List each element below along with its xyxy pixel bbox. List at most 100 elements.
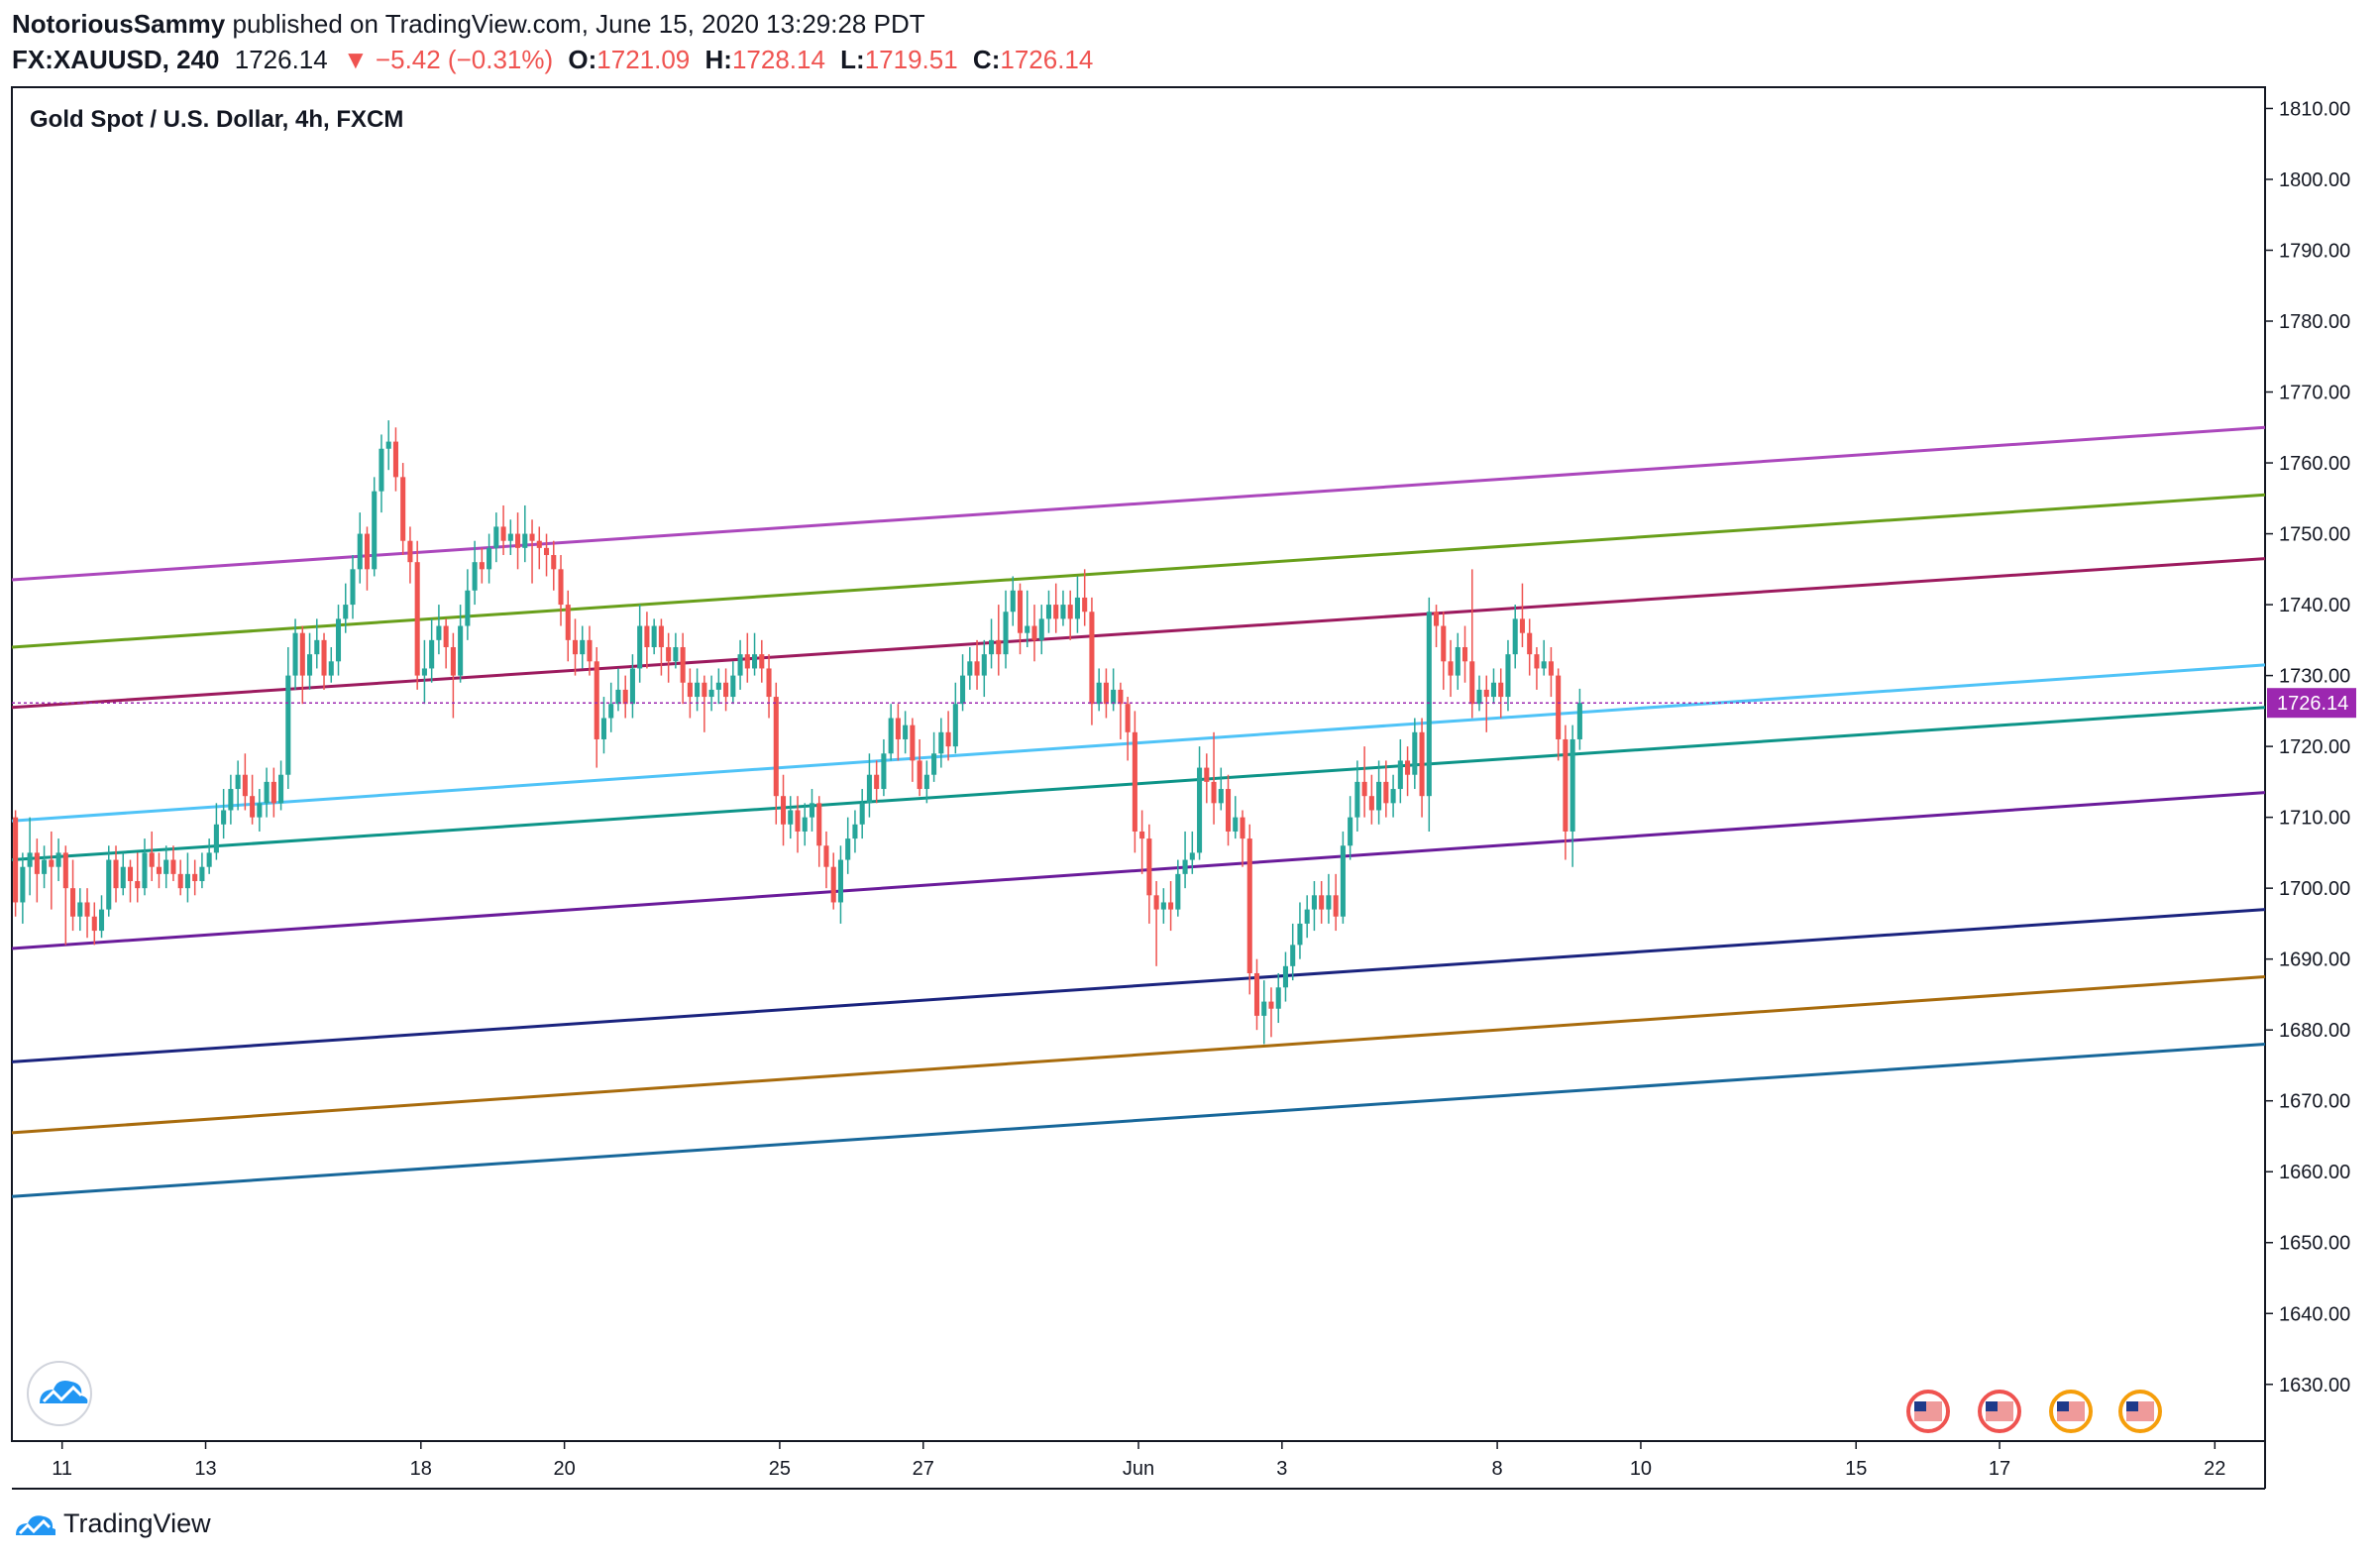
candle[interactable] [250, 774, 256, 825]
candle[interactable] [1383, 760, 1389, 818]
candle[interactable] [837, 845, 843, 924]
candle[interactable] [184, 852, 190, 903]
candle[interactable] [1261, 980, 1267, 1045]
candle[interactable] [852, 810, 858, 853]
candle[interactable] [192, 859, 198, 896]
candle[interactable] [874, 760, 880, 804]
candle[interactable] [307, 632, 313, 690]
candle[interactable] [98, 895, 105, 939]
candle[interactable] [1498, 668, 1504, 719]
candle[interactable] [795, 796, 801, 853]
time-axis[interactable]: 11 13 18 20 25 27 Jun 3 8 10 15 17 22 [52, 1441, 2225, 1480]
candle[interactable] [357, 512, 363, 584]
candle[interactable] [1282, 951, 1288, 1002]
candle[interactable] [436, 605, 442, 655]
candle[interactable] [479, 547, 485, 584]
candle[interactable] [644, 612, 650, 669]
candle[interactable] [149, 831, 155, 882]
candle[interactable] [1211, 731, 1217, 825]
candle[interactable] [1505, 639, 1511, 712]
candle[interactable] [1397, 738, 1403, 804]
candle[interactable] [651, 618, 657, 655]
candle[interactable] [708, 675, 714, 712]
candle[interactable] [622, 675, 628, 719]
candle[interactable] [759, 639, 765, 683]
candle[interactable] [981, 639, 987, 698]
candle[interactable] [1569, 725, 1575, 867]
candle[interactable] [1448, 639, 1454, 698]
candle[interactable] [170, 845, 176, 882]
candle[interactable] [967, 646, 973, 690]
candle[interactable] [350, 555, 356, 619]
candle[interactable] [1103, 668, 1109, 719]
candle[interactable] [974, 639, 980, 690]
channel-line-7[interactable] [11, 908, 2266, 1063]
tradingview-footer[interactable]: TradingView [12, 1508, 211, 1539]
candle[interactable] [580, 625, 586, 669]
candle[interactable] [42, 845, 48, 889]
candle[interactable] [1348, 796, 1353, 860]
candle[interactable] [989, 618, 995, 669]
candle[interactable] [1534, 646, 1540, 690]
candle[interactable] [723, 668, 729, 712]
candle[interactable] [1246, 824, 1252, 995]
candle[interactable] [1527, 618, 1533, 676]
channel-line-6[interactable] [11, 791, 2266, 950]
candle[interactable] [816, 796, 822, 867]
candle[interactable] [292, 618, 298, 690]
candle[interactable] [1426, 597, 1432, 832]
candle[interactable] [1490, 668, 1497, 705]
candle[interactable] [1548, 646, 1554, 698]
us-flag-icon[interactable] [1906, 1390, 1950, 1433]
candle[interactable] [1010, 576, 1016, 626]
candle[interactable] [543, 533, 550, 577]
candle[interactable] [421, 639, 427, 705]
candle[interactable] [177, 859, 183, 896]
candle[interactable] [142, 838, 148, 896]
candle[interactable] [228, 774, 234, 825]
candle[interactable] [594, 646, 599, 768]
event-flags[interactable] [1906, 1390, 2162, 1433]
candle[interactable] [1576, 688, 1582, 750]
channel-line-8[interactable] [11, 975, 2266, 1135]
candle[interactable] [270, 767, 276, 818]
candle[interactable] [500, 504, 506, 556]
candle[interactable] [135, 852, 141, 903]
candle[interactable] [859, 789, 865, 839]
candle[interactable] [242, 753, 248, 811]
candle[interactable] [680, 632, 686, 705]
candle[interactable] [465, 569, 471, 640]
candle[interactable] [299, 625, 305, 705]
candle[interactable] [1469, 569, 1475, 719]
candle[interactable] [1240, 810, 1245, 867]
candle[interactable] [314, 618, 320, 669]
candle[interactable] [522, 504, 528, 563]
candle[interactable] [429, 618, 435, 683]
candle[interactable] [458, 605, 464, 683]
candle[interactable] [13, 810, 19, 917]
candle[interactable] [507, 519, 513, 556]
candle[interactable] [1031, 605, 1037, 662]
candle[interactable] [1304, 895, 1310, 939]
candle[interactable] [637, 605, 643, 683]
candle[interactable] [702, 675, 707, 732]
channel-line-2[interactable] [11, 493, 2266, 649]
candle[interactable] [1419, 718, 1425, 818]
candle[interactable] [106, 845, 112, 917]
candle[interactable] [996, 605, 1002, 676]
candle[interactable] [1125, 697, 1131, 761]
candle[interactable] [1354, 760, 1360, 832]
candle[interactable] [20, 852, 26, 924]
candle[interactable] [888, 704, 894, 761]
candle[interactable] [938, 718, 944, 768]
candle[interactable] [1153, 881, 1159, 966]
candle[interactable] [1067, 590, 1073, 640]
candle[interactable] [895, 704, 901, 761]
candle[interactable] [766, 654, 772, 719]
candle[interactable] [91, 902, 97, 946]
candle[interactable] [414, 540, 420, 690]
candle[interactable] [1111, 668, 1117, 712]
author-name[interactable]: NotoriousSammy [12, 9, 226, 39]
candle[interactable] [923, 760, 929, 804]
